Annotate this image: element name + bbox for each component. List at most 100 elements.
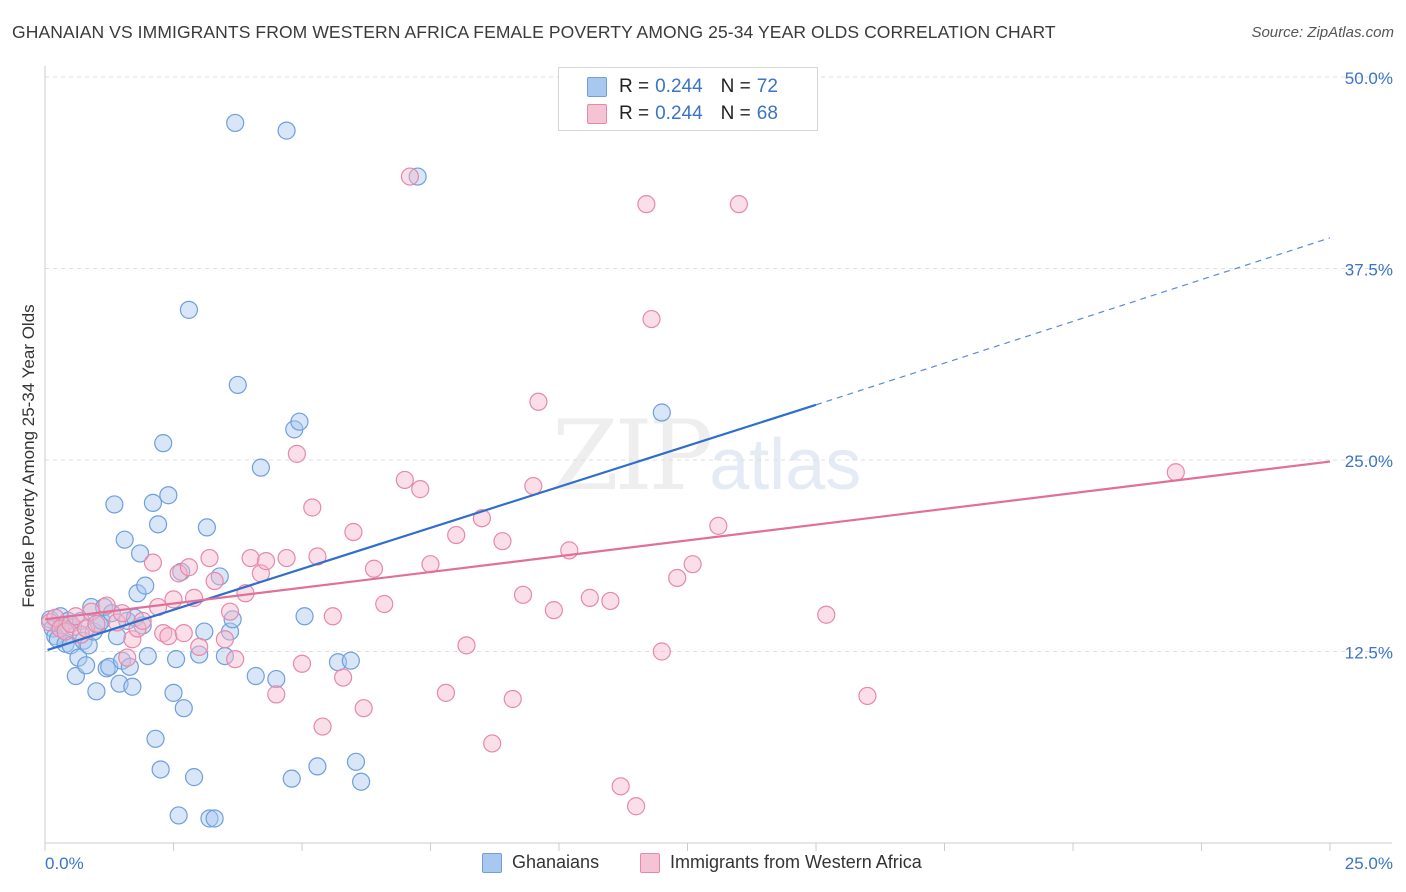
- legend-row-ghanaians: R = 0.244 N = 72: [587, 74, 778, 100]
- immigrant-point: [87, 614, 106, 634]
- immigrant-point: [395, 470, 414, 490]
- ghanaian-point: [130, 544, 150, 563]
- n-label: N =: [720, 76, 751, 97]
- immigrant-point: [215, 630, 234, 649]
- ghanaian-point: [82, 597, 101, 617]
- ghanaian-point: [164, 683, 183, 702]
- immigrant-point: [683, 555, 702, 574]
- ghanaian-point: [352, 772, 371, 791]
- immigrant-point: [483, 734, 502, 753]
- immigrant-point: [411, 480, 430, 499]
- ghanaian-point: [205, 809, 224, 828]
- n-value: 68: [756, 103, 778, 124]
- ghanaian-point: [128, 584, 147, 603]
- ghanaian-point: [136, 576, 155, 595]
- immigrant-point: [323, 607, 342, 626]
- immigrant-point: [637, 195, 656, 214]
- ghanaian-point: [282, 769, 301, 788]
- r-label: R =: [619, 76, 650, 97]
- immigrant-point: [303, 498, 322, 517]
- ghanaian-point: [69, 648, 88, 667]
- immigrant-point: [729, 195, 749, 214]
- ghanaian-point: [190, 645, 209, 664]
- legend-label-immigrants: Immigrants from Western Africa: [670, 852, 922, 872]
- legend-item-ghanaians[interactable]: Ghanaians: [482, 852, 599, 873]
- immigrant-point: [344, 522, 363, 542]
- ghanaian-point: [159, 486, 178, 505]
- immigrant-point: [97, 596, 116, 615]
- ghanaian-point: [200, 809, 219, 828]
- n-label: N =: [720, 103, 751, 124]
- ghanaian-point: [179, 300, 199, 319]
- ghanaian-point: [123, 677, 142, 696]
- immigrant-point: [642, 309, 661, 329]
- immigrant-point: [118, 648, 137, 667]
- immigrant-point: [226, 650, 245, 669]
- ghanaian-point: [308, 757, 327, 776]
- immigrant-point: [277, 548, 296, 568]
- immigrant-point: [133, 611, 152, 630]
- ghanaian-point: [228, 375, 247, 395]
- x-tick-label: 25.0%: [1345, 854, 1393, 873]
- immigrant-trend-line: [44, 460, 1331, 621]
- ghanaian-point: [151, 760, 170, 779]
- ghanaian-point: [408, 167, 427, 186]
- y-tick-label: 25.0%: [1345, 452, 1393, 471]
- ghanaian-point: [184, 768, 204, 787]
- ghanaian-point: [290, 412, 309, 431]
- y-tick-label: 12.5%: [1345, 644, 1393, 663]
- immigrant-point: [472, 509, 491, 528]
- ghanaian-point: [197, 518, 217, 537]
- series-legend: Ghanaians Immigrants from Western Africa: [0, 852, 1406, 878]
- immigrant-point: [493, 532, 512, 551]
- legend-swatch-pink: [640, 852, 660, 873]
- ghanaian-point: [195, 622, 214, 641]
- immigrant-point: [421, 555, 440, 574]
- legend-swatch-blue: [587, 77, 607, 97]
- legend-row-immigrants: R = 0.244 N = 68: [587, 101, 778, 127]
- immigrant-point: [652, 642, 671, 661]
- immigrant-point: [241, 548, 260, 568]
- immigrant-point: [112, 604, 132, 623]
- r-value: 0.244: [655, 103, 703, 124]
- ghanaian-point: [277, 121, 296, 140]
- immigrant-point: [179, 558, 199, 577]
- immigrant-point: [159, 627, 178, 646]
- ghanaian-point: [169, 806, 188, 825]
- immigrant-point: [503, 689, 522, 709]
- immigrant-point: [292, 654, 312, 673]
- ghanaian-point: [346, 752, 366, 771]
- legend-item-immigrants[interactable]: Immigrants from Western Africa: [640, 852, 922, 873]
- immigrant-point: [513, 585, 533, 604]
- immigrant-point: [626, 797, 646, 816]
- x-tick-label: 0.0%: [45, 854, 84, 873]
- immigrant-point: [436, 683, 456, 702]
- ghanaian-point: [87, 682, 106, 701]
- ghanaian-point: [246, 666, 265, 686]
- ghanaian-point: [341, 651, 360, 670]
- immigrant-point: [287, 444, 306, 463]
- y-tick-label: 50.0%: [1345, 69, 1393, 88]
- immigrant-point: [190, 637, 209, 657]
- ghanaian-point: [115, 530, 134, 549]
- ghanaian-point: [105, 495, 124, 514]
- immigrant-point: [220, 602, 240, 621]
- immigrant-point: [668, 568, 687, 588]
- immigrant-point: [400, 167, 420, 186]
- chart-title: GHANAIAN VS IMMIGRANTS FROM WESTERN AFRI…: [12, 22, 1056, 42]
- legend-swatch-pink: [587, 104, 607, 124]
- immigrant-point: [200, 548, 219, 568]
- immigrant-point: [817, 605, 836, 624]
- y-tick-label: 37.5%: [1345, 261, 1393, 280]
- legend-label-ghanaians: Ghanaians: [512, 852, 600, 872]
- ghanaian-point: [295, 607, 314, 626]
- immigrant-point: [169, 564, 188, 583]
- ghanaian-point: [174, 699, 193, 718]
- immigrant-point: [334, 668, 353, 687]
- source-label: Source: ZipAtlas.com: [1251, 24, 1394, 41]
- immigrant-point: [154, 624, 173, 643]
- ghanaian-point: [146, 729, 165, 748]
- n-value: 72: [756, 76, 778, 97]
- immigrant-point: [143, 553, 163, 572]
